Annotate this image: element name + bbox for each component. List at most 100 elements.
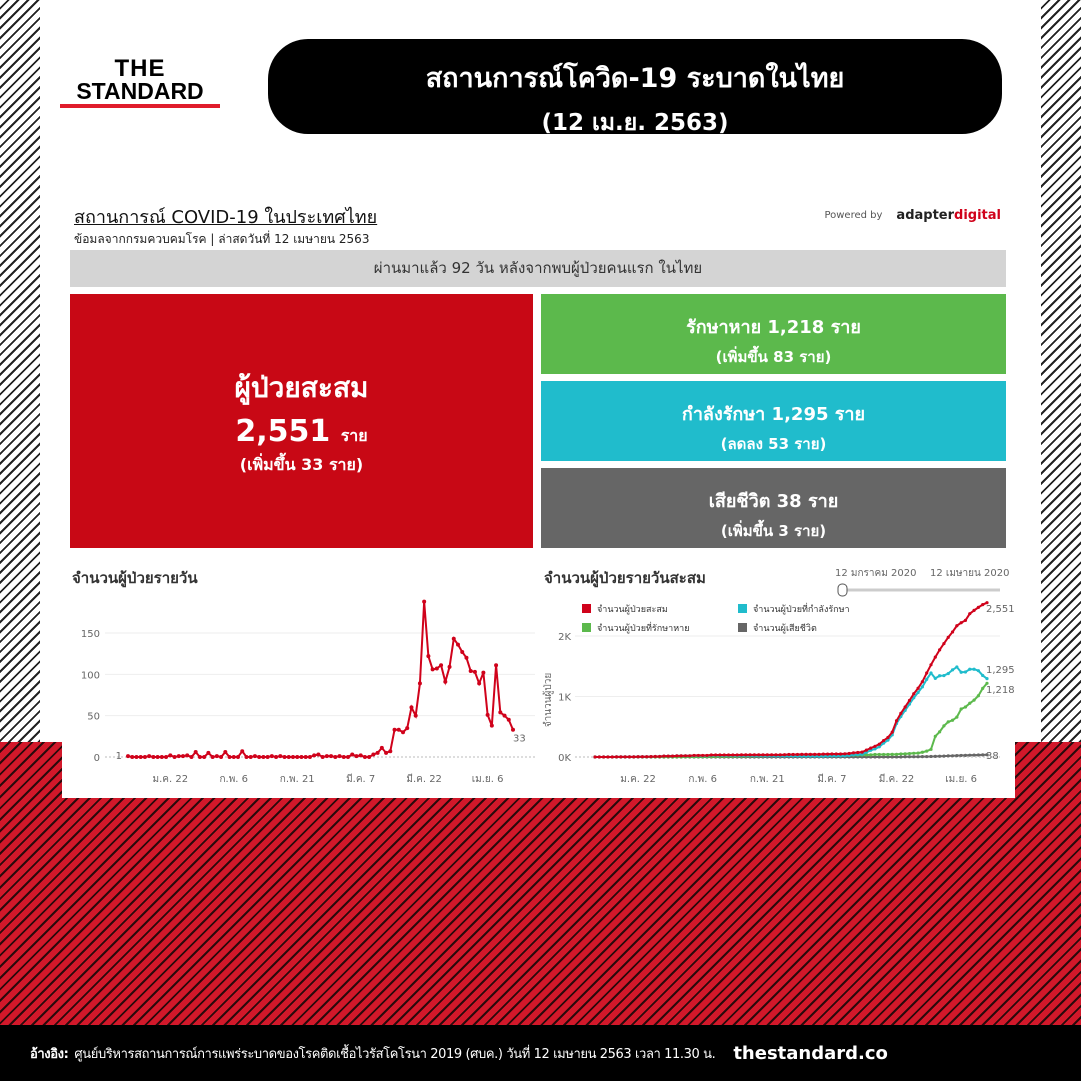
daily-point [168,753,173,758]
deaths-point [963,753,968,757]
deaths-point [873,755,877,759]
legend-label: จำนวนผู้ป่วยที่กำลังรักษา [753,602,850,615]
cum-end-label: 2,551 [986,604,1015,615]
cumulative-point [744,753,748,757]
daily-point [329,754,334,759]
recovered-point [916,751,920,755]
logo-line2: STANDARD [76,78,204,104]
cumulative-point [623,755,627,759]
active-point [938,674,942,678]
daily-point [244,755,249,759]
deaths-box: เสียชีวิต 38 ราย (เพิ่มขึ้น 3 ราย) [541,468,1006,548]
cumulative-point [938,648,942,652]
daily-point [388,749,393,754]
cumulative-point [701,753,705,758]
deaths-point [950,754,955,758]
cumulative-point [830,752,834,756]
active-point [972,667,976,671]
cumulative-point [593,755,597,759]
daily-point [202,755,207,759]
daily-point [138,755,143,759]
cumulative-point [602,755,606,759]
cum-x-tick: ก.พ. 6 [688,774,717,785]
recovered-point [981,686,985,690]
daily-point [299,755,304,759]
recovered-point [942,724,946,728]
cumulative-point [976,605,980,609]
daily-point [426,654,431,659]
daily-point [312,753,317,758]
footer-ref: ศูนย์บริหารสถานการณ์การแพร่ระบาดของโรคติ… [74,1046,716,1062]
daily-point [375,750,380,755]
cumulative-point [907,698,912,703]
deaths-point [920,755,924,759]
footer-site[interactable]: thestandard.co [733,1042,888,1064]
daily-point [176,754,181,759]
cumulative-point [856,750,860,755]
daily-point [206,750,211,755]
active-point [942,673,946,678]
daily-point [405,726,410,731]
footer: อ้างอิง: ศูนย์บริหารสถานการณ์การแพร่ระบา… [0,1025,1081,1081]
daily-x-tick: ม.ค. 22 [153,774,189,785]
cumulative-point [903,705,907,709]
cum-x-tick: เม.ย. 6 [945,774,977,785]
active-point [955,665,959,669]
cumulative-point [774,753,778,757]
recovered-point [903,752,907,756]
daily-point [214,754,219,759]
daily-point [443,679,448,684]
deaths-label: เสียชีวิต 38 ราย [708,491,839,512]
daily-point [155,755,160,759]
daily-point [506,717,511,722]
cumulative-point [929,663,933,667]
daily-x-tick: ก.พ. 21 [280,774,315,785]
deaths-point [933,754,937,758]
logo-line1: THE [114,55,166,82]
legend-swatch [738,623,747,632]
daily-point [265,755,270,759]
cum-end-label: 1,218 [986,685,1015,696]
deaths-point [981,753,985,757]
cumulative-point [826,752,830,756]
cumulative-point [606,755,610,759]
cumulative-point [619,755,623,759]
recovered-point [963,705,968,709]
the-standard-logo: THE STANDARD [60,55,220,108]
active-point [976,669,980,673]
cumulative-point [610,755,614,759]
cumulative-point [795,752,800,757]
daily-point [468,669,473,674]
cumulative-point [636,755,640,759]
deaths-point [972,753,976,757]
daily-point [392,727,397,732]
daily-point [286,755,291,759]
deaths-change: (เพิ่มขึ้น 3 ราย) [720,522,827,540]
daily-point [354,754,359,759]
deaths-point [985,753,989,757]
cumulative-point [920,680,924,684]
date-slider-handle[interactable] [837,583,848,597]
daily-point [350,752,355,757]
daily-point [485,712,490,717]
recovered-point [882,752,886,757]
cumulative-point [886,735,890,740]
powered-by: Powered by adapterdigital [824,208,1001,223]
recovered-point [946,720,950,724]
daily-point [252,754,257,759]
daily-point [295,755,300,759]
total-value: 2,551 [235,414,331,449]
daily-point [126,754,130,759]
daily-point [261,755,266,759]
daily-point [274,755,279,759]
recovered-point [929,747,933,751]
cumulative-point [765,753,769,757]
cumulative-point [735,753,739,757]
cumulative-point [640,755,644,759]
cumulative-point [942,641,946,646]
cumulative-point [757,753,761,757]
cumulative-point [632,755,636,759]
cumulative-point [946,635,950,639]
adapterdigital-logo[interactable]: adapterdigital [896,208,1001,223]
daily-point [240,749,245,754]
